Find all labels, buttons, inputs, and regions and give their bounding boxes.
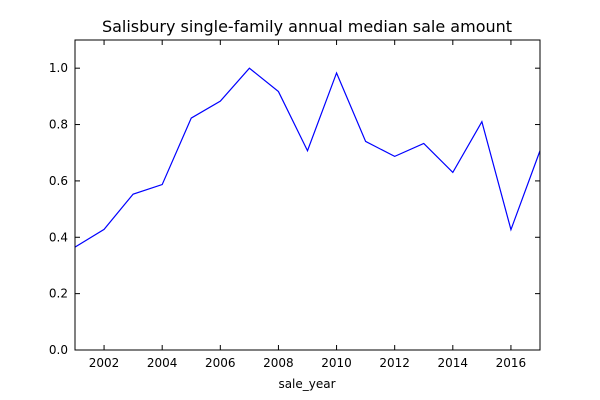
x-tick-label: 2006 <box>205 356 236 370</box>
plot-area: 2002 2004 2006 2008 2010 2012 2014 2016 0.0 0.2 0.… <box>49 40 541 370</box>
x-tick-label: 2014 <box>438 356 469 370</box>
y-tick-label: 0.0 <box>49 343 68 357</box>
x-tick-label: 2010 <box>321 356 352 370</box>
y-tick-label: 0.2 <box>49 287 68 301</box>
plot-frame <box>74 39 541 351</box>
y-tick-label: 0.6 <box>49 174 68 188</box>
y-tick-label: 1.0 <box>49 61 68 75</box>
x-axis-label: sale_year <box>278 377 335 391</box>
y-tick-label: 0.4 <box>49 230 68 244</box>
x-tick-label: 2016 <box>496 356 527 370</box>
chart-title: Salisbury single-family annual median sa… <box>102 17 512 36</box>
y-tick-label: 0.8 <box>49 118 68 132</box>
x-tick-label: 2008 <box>263 356 294 370</box>
x-tick-label: 2012 <box>379 356 410 370</box>
x-tick-label: 2004 <box>147 356 178 370</box>
series-line <box>74 67 541 248</box>
x-tick-label: 2002 <box>89 356 120 370</box>
